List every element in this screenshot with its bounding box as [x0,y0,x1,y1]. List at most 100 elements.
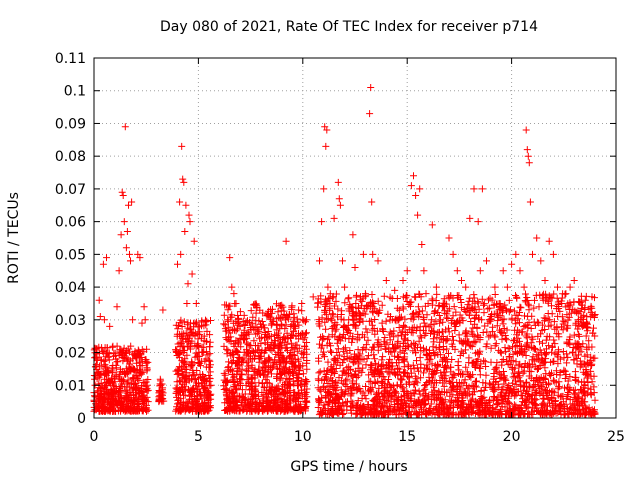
data-point [468,343,476,351]
data-point [513,293,521,301]
data-point [466,214,474,222]
data-point [131,380,139,388]
data-point [530,318,538,326]
data-point [318,314,326,322]
data-point [252,309,260,317]
data-point [294,394,302,402]
data-point [239,406,247,414]
data-point [109,342,117,350]
data-point [435,312,443,319]
data-point [249,313,257,321]
data-point [322,325,330,333]
data-point [433,290,441,298]
data-point [491,333,499,341]
data-point [229,319,237,327]
data-point [407,182,415,190]
data-point [287,392,295,400]
data-point [117,368,125,376]
data-point [537,257,545,265]
data-point [130,366,138,374]
data-point [499,320,507,328]
data-point [470,291,478,299]
data-point [378,319,386,327]
data-point [511,336,518,344]
data-point [545,370,553,378]
data-point [527,374,535,382]
data-point [203,337,211,345]
data-point [295,367,303,375]
data-point [301,334,309,342]
data-point [432,344,440,352]
data-point [520,283,528,291]
data-point [192,382,200,390]
data-point [242,351,250,359]
data-point [547,394,555,401]
data-point [467,342,475,350]
data-point [279,390,287,397]
data-point [200,322,208,330]
data-point [527,325,535,332]
data-point [274,402,282,410]
data-point [248,397,256,405]
data-point [585,337,593,345]
data-point [343,383,351,390]
data-point [554,385,562,393]
data-point [185,406,193,414]
data-point [418,241,426,248]
data-point [238,386,246,394]
data-point [248,373,256,381]
data-point [172,389,180,397]
data-point [489,397,497,405]
data-point [451,345,459,353]
data-point [142,359,150,367]
data-point [233,402,241,409]
data-point [224,405,232,412]
data-point [341,381,349,389]
data-point [195,402,203,410]
data-point [318,394,326,402]
data-point [172,348,180,356]
data-point [281,338,289,346]
data-point [473,323,481,331]
data-point [259,309,267,317]
data-point [256,335,264,343]
data-point [190,371,198,379]
data-point [228,313,236,321]
data-point [424,356,432,364]
data-point [467,318,475,325]
data-point [526,198,534,206]
data-point [499,267,507,275]
data-point [200,376,208,384]
data-point [184,324,192,332]
data-point [178,323,186,330]
data-point [179,347,187,354]
data-point [299,335,307,343]
data-point [280,389,288,396]
data-point [330,214,338,222]
data-point [295,329,302,337]
data-point [566,333,574,341]
y-tick-label: 0.11 [55,51,86,67]
data-point [271,331,279,339]
data-point [463,368,471,376]
data-point [265,344,273,352]
data-point [277,359,285,367]
data-point [550,318,558,326]
data-point [339,389,347,397]
data-point [143,345,151,353]
data-point [229,351,237,359]
data-point [328,316,336,324]
data-point [501,344,509,352]
data-point [188,360,195,368]
data-point [457,370,464,378]
x-tick-label: 10 [294,429,312,445]
data-point [248,390,256,398]
data-point [340,367,348,375]
data-point [106,379,114,387]
data-point [314,404,322,411]
data-point [263,407,271,415]
data-point [336,201,344,209]
data-point [335,334,343,342]
data-point [274,382,282,390]
